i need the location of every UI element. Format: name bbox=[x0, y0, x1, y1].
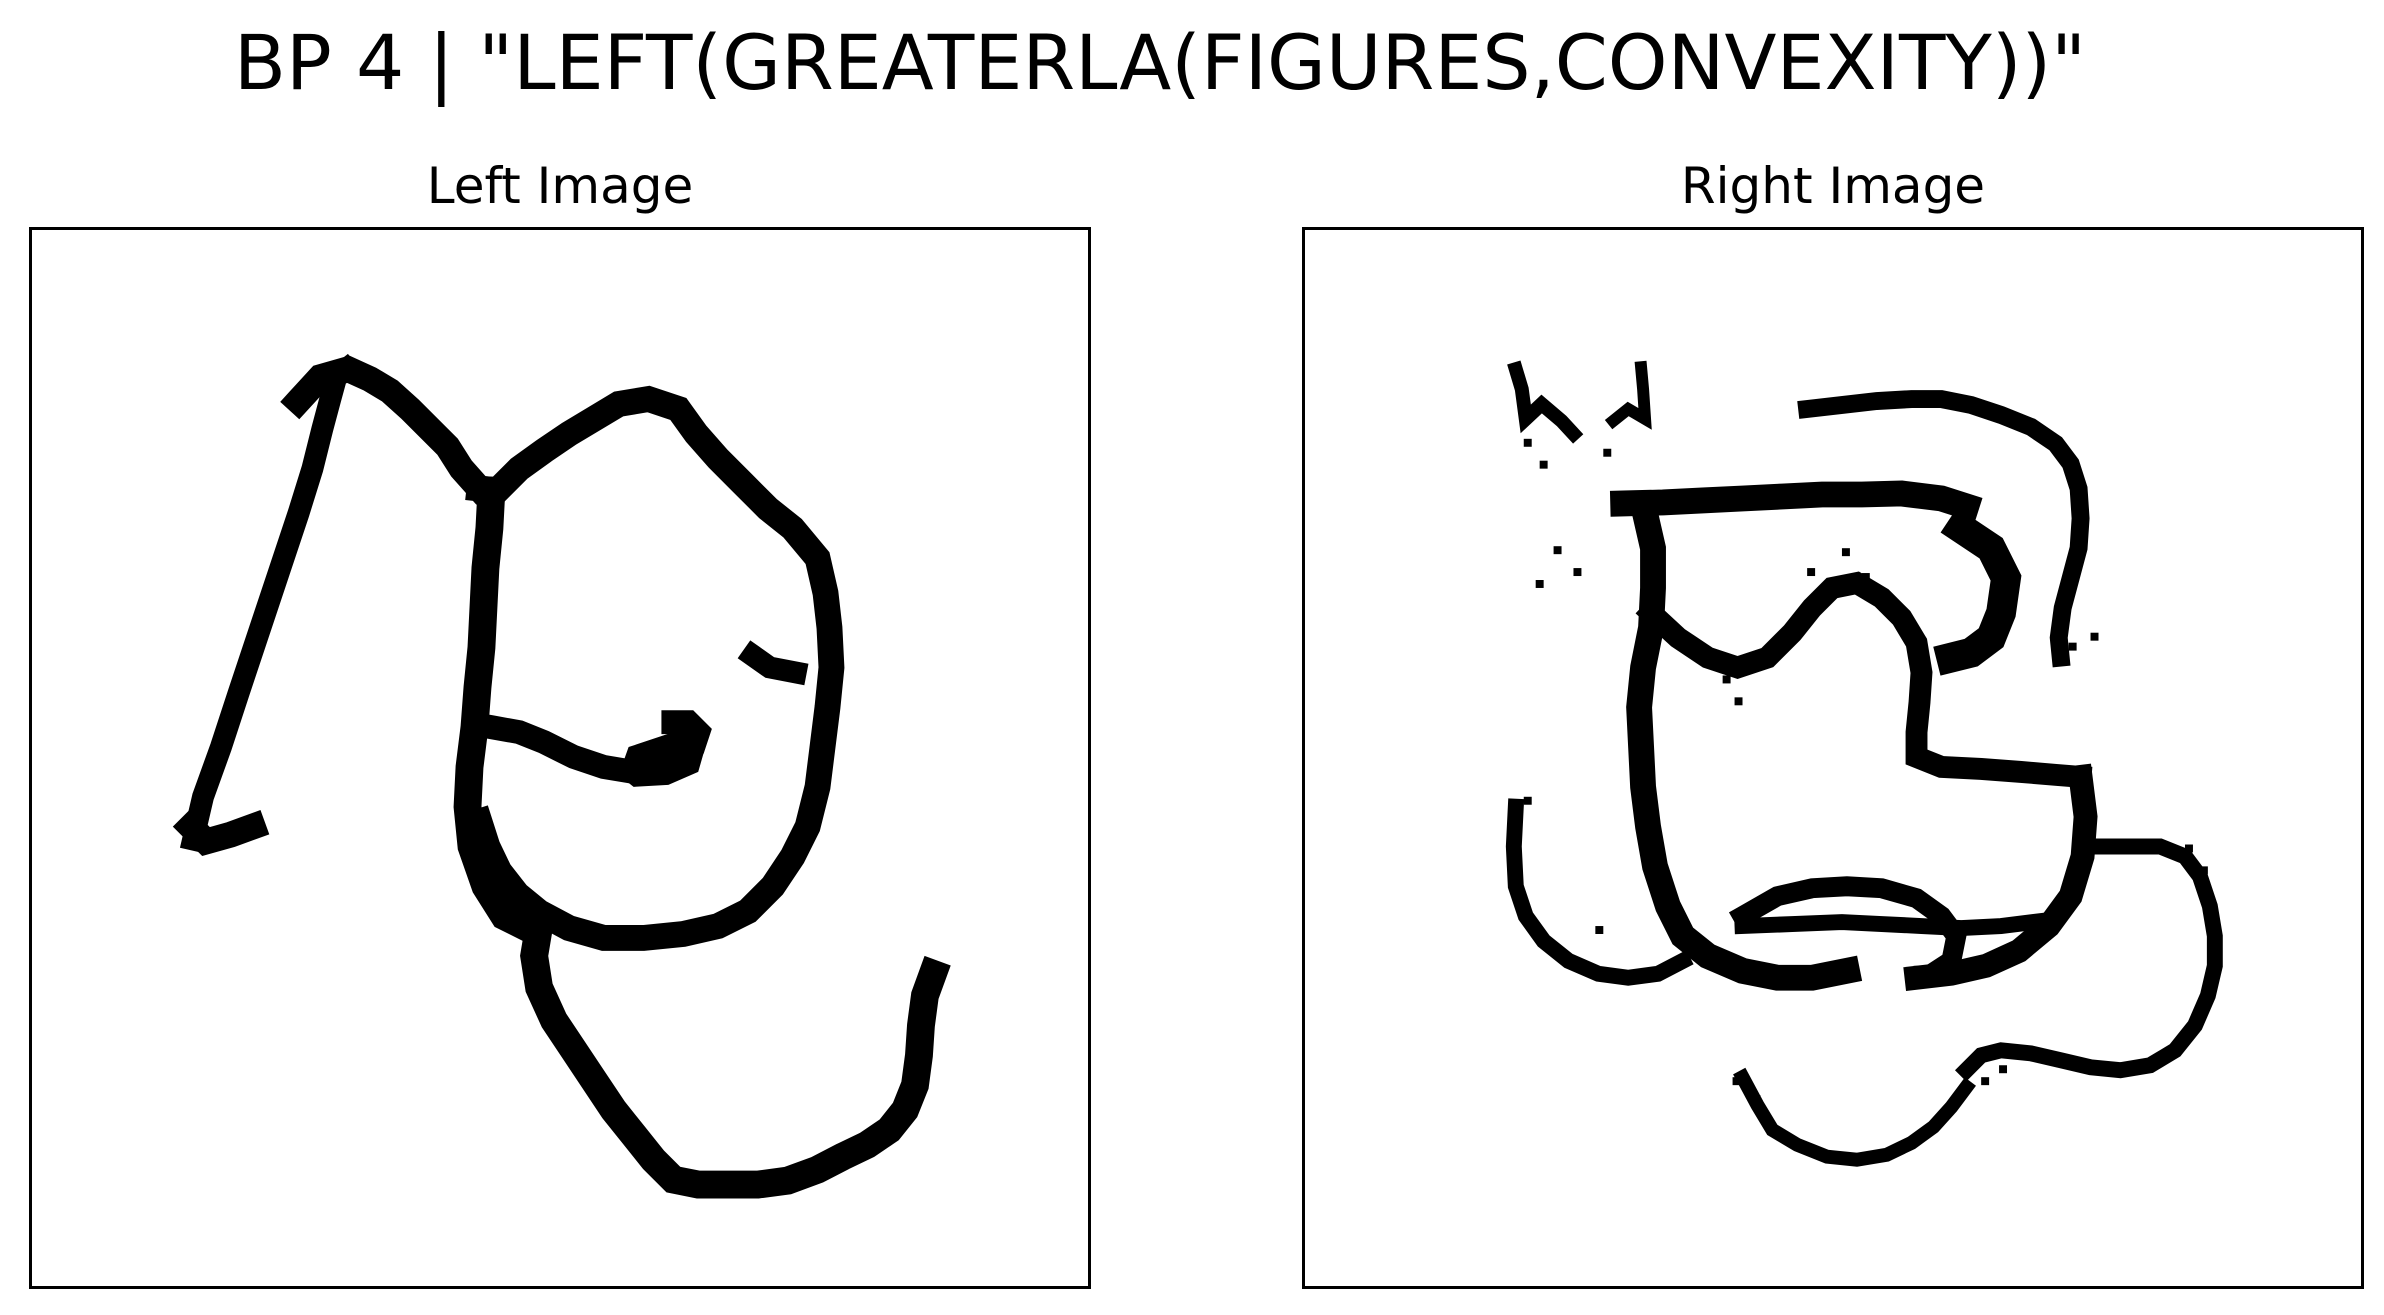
left-inner-curl-blob bbox=[618, 727, 709, 787]
right-panel-title: Right Image bbox=[1680, 157, 1986, 215]
left-hook-stroke bbox=[172, 808, 270, 857]
right-ear-left-stroke bbox=[1507, 360, 1584, 444]
left-loop-stroke bbox=[463, 385, 845, 951]
right-core-inner-stroke bbox=[1635, 571, 2093, 789]
right-lower-loop-stroke bbox=[1954, 838, 2223, 1082]
right-left-curl-stroke bbox=[1505, 798, 1694, 986]
left-panel-title: Left Image bbox=[426, 157, 694, 215]
right-image-drawing bbox=[1505, 360, 2223, 1167]
right-mid-bar-stroke bbox=[1734, 912, 2050, 936]
right-top-arc-stroke bbox=[1797, 390, 2090, 668]
left-image-drawing bbox=[172, 353, 951, 1199]
left-diagonal-stroke bbox=[179, 353, 362, 853]
right-band-stroke bbox=[1609, 480, 1983, 523]
right-specks bbox=[1523, 438, 2208, 1104]
right-bottom-squiggle-stroke bbox=[1733, 1067, 1976, 1167]
left-image-panel bbox=[29, 227, 1091, 1289]
left-loop-edge-stroke bbox=[453, 475, 553, 950]
figure-title: BP 4 | "LEFT(GREATERLA(FIGURES,CONVEXITY… bbox=[233, 18, 2087, 107]
right-mid-loop-stroke bbox=[1728, 876, 1967, 988]
left-tail-stroke bbox=[520, 910, 951, 1199]
left-peak-stroke bbox=[280, 355, 496, 505]
right-image-panel bbox=[1302, 227, 2364, 1289]
left-inner-jog-stroke bbox=[737, 640, 809, 686]
right-core-blob-stroke bbox=[1933, 507, 2022, 676]
right-ear-right-stroke bbox=[1604, 360, 1652, 430]
right-core-right-stroke bbox=[1903, 763, 2098, 991]
